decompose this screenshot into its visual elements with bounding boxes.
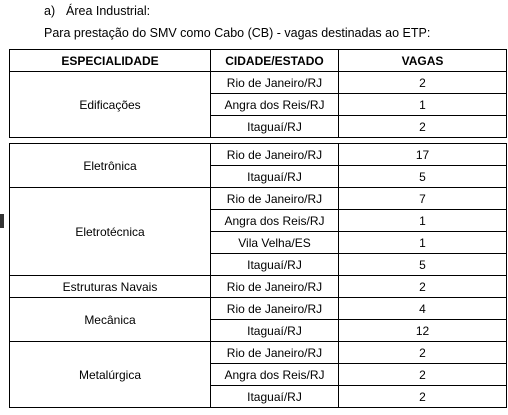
cidade-estado-cell: Rio de Janeiro/RJ [210,275,339,298]
table-row: Itaguaí/RJ 12 [10,319,507,342]
table-header-row: ESPECIALIDADE CIDADE/ESTADO VAGAS [9,49,507,72]
cidade-estado-cell: Angra dos Reis/RJ [210,363,339,386]
vagas-cell: 12 [338,319,507,342]
cidade-estado-cell: Itaguaí/RJ [210,319,339,342]
especialidade-cell: Eletrotécnica [9,187,211,276]
vagas-cell: 2 [338,71,507,94]
cidade-estado-cell: Itaguaí/RJ [210,385,339,408]
vagas-cell: 2 [338,275,507,298]
vagas-cell: 1 [338,209,507,232]
vagas-cell: 2 [338,363,507,386]
header-vagas: VAGAS [338,49,507,72]
table-row: Estruturas Navais Rio de Janeiro/RJ 2 [9,275,507,298]
cidade-estado-cell: Rio de Janeiro/RJ [210,187,339,210]
vagas-cell: 5 [338,165,507,188]
cidade-estado-cell: Rio de Janeiro/RJ [210,71,339,94]
table-row: Eletrônica Rio de Janeiro/RJ 17 [9,143,507,188]
cidade-estado-cell: Angra dos Reis/RJ [210,93,339,116]
table-row: Itaguaí/RJ 5 [10,165,507,188]
table-row: Eletrotécnica Rio de Janeiro/RJ 7 [9,187,507,276]
table-row: Itaguaí/RJ 5 [10,253,507,276]
table-row: Mecânica Rio de Janeiro/RJ 4 [9,297,507,342]
cidade-estado-cell: Itaguaí/RJ [210,253,339,276]
table-row: Itaguaí/RJ 2 [10,385,507,408]
table-row: Metalúrgica Rio de Janeiro/RJ 2 [9,341,507,408]
especialidade-cell: Mecânica [9,297,211,342]
section-marker: a) [44,4,56,18]
margin-mark [0,214,4,228]
cidade-estado-cell: Itaguaí/RJ [210,165,339,188]
vagas-cell: 7 [338,187,507,210]
especialidade-cell: Estruturas Navais [9,275,211,298]
section-description: Para prestação do SMV como Cabo (CB) - v… [44,26,431,40]
section-heading: a) Área Industrial: [44,4,150,18]
cidade-estado-cell: Itaguaí/RJ [210,115,339,138]
cidade-estado-cell: Rio de Janeiro/RJ [210,341,339,364]
table-row: Angra dos Reis/RJ 2 [10,363,507,386]
especialidade-cell: Metalúrgica [9,341,211,408]
cidade-estado-cell: Angra dos Reis/RJ [210,209,339,232]
table-body: Edificações Rio de Janeiro/RJ 2 Angra dos R… [9,71,507,408]
vagas-cell: 2 [338,385,507,408]
section-title: Área Industrial: [66,4,151,18]
vagas-cell: 4 [338,297,507,320]
vagas-cell: 2 [338,341,507,364]
vacancies-table: ESPECIALIDADE CIDADE/ESTADO VAGAS Edific… [9,49,507,408]
vagas-cell: 17 [338,143,507,166]
header-especialidade: ESPECIALIDADE [9,49,211,72]
vagas-cell: 1 [338,231,507,254]
vagas-cell: 5 [338,253,507,276]
especialidade-cell: Edificações [9,71,211,138]
header-cidade-estado: CIDADE/ESTADO [210,49,339,72]
table-row: Edificações Rio de Janeiro/RJ 2 [9,71,507,138]
cidade-estado-cell: Rio de Janeiro/RJ [210,297,339,320]
vagas-cell: 2 [338,115,507,138]
vagas-cell: 1 [338,93,507,116]
cidade-estado-cell: Vila Velha/ES [210,231,339,254]
table-row: Vila Velha/ES 1 [10,231,507,254]
cidade-estado-cell: Rio de Janeiro/RJ [210,143,339,166]
especialidade-cell: Eletrônica [9,143,211,188]
